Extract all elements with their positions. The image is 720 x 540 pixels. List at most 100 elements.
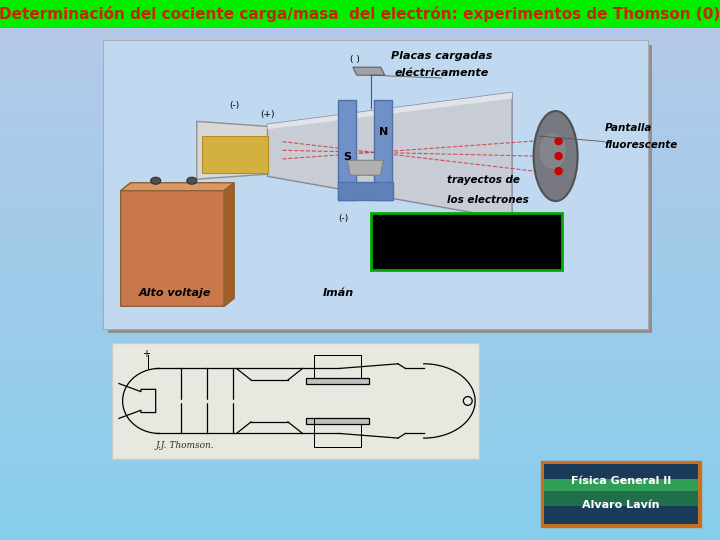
Text: J.J. Thomson.: J.J. Thomson. <box>156 441 215 450</box>
Text: trayectos de: trayectos de <box>447 175 520 185</box>
Text: eléctricamente: eléctricamente <box>395 68 489 78</box>
Bar <box>0 81 720 87</box>
Bar <box>0 47 720 54</box>
Text: S: S <box>343 152 351 163</box>
Bar <box>0 378 720 384</box>
Bar <box>0 102 720 108</box>
Bar <box>0 291 720 297</box>
Bar <box>0 351 720 357</box>
Bar <box>0 270 720 276</box>
Bar <box>371 213 562 270</box>
Bar <box>0 243 720 249</box>
Bar <box>0 74 720 81</box>
Text: Placas cargadas: Placas cargadas <box>391 51 492 60</box>
Bar <box>0 513 720 519</box>
Bar <box>0 330 720 338</box>
Bar <box>0 128 720 135</box>
Polygon shape <box>121 183 234 191</box>
Bar <box>0 317 720 324</box>
Text: Alvaro Lavín: Alvaro Lavín <box>582 500 660 510</box>
Text: (-): (-) <box>230 101 240 110</box>
Bar <box>0 156 720 162</box>
Bar <box>0 426 720 432</box>
Bar <box>0 230 720 237</box>
Bar <box>0 357 720 364</box>
Bar <box>0 195 720 202</box>
Bar <box>0 446 720 453</box>
Bar <box>0 303 720 310</box>
Bar <box>0 216 720 222</box>
Bar <box>104 40 648 329</box>
Bar <box>0 148 720 156</box>
Bar <box>0 384 720 391</box>
Bar <box>544 464 698 524</box>
Bar <box>541 461 701 527</box>
Bar <box>338 100 356 200</box>
Polygon shape <box>306 418 369 424</box>
Bar <box>0 526 720 534</box>
Polygon shape <box>306 378 369 383</box>
Bar <box>109 44 652 333</box>
Polygon shape <box>347 160 383 176</box>
Text: Pantalla: Pantalla <box>605 123 652 133</box>
Bar <box>0 54 720 60</box>
Bar <box>0 60 720 68</box>
Bar <box>0 297 720 303</box>
Bar <box>0 507 720 513</box>
Polygon shape <box>224 183 234 306</box>
Bar <box>0 453 720 459</box>
Bar <box>0 0 720 6</box>
Bar <box>0 183 720 189</box>
Bar <box>0 472 720 480</box>
Bar <box>0 465 720 472</box>
Ellipse shape <box>539 133 566 169</box>
Bar <box>0 176 720 183</box>
Bar <box>0 492 720 500</box>
Bar <box>0 202 720 209</box>
Bar <box>0 68 720 74</box>
Bar <box>0 33 720 40</box>
Text: ( ): ( ) <box>349 55 359 64</box>
Bar <box>0 432 720 438</box>
Text: fluorescente: fluorescente <box>605 140 678 150</box>
Ellipse shape <box>374 183 392 200</box>
Ellipse shape <box>150 177 161 184</box>
Bar <box>0 338 720 345</box>
Bar <box>0 115 720 122</box>
Text: N: N <box>379 127 388 137</box>
Bar <box>0 94 720 102</box>
Text: +: + <box>143 349 150 359</box>
Polygon shape <box>121 183 234 306</box>
Bar <box>0 249 720 256</box>
Bar <box>0 189 720 195</box>
Bar <box>0 108 720 115</box>
Ellipse shape <box>534 111 577 201</box>
Bar <box>112 343 479 459</box>
Polygon shape <box>353 67 384 75</box>
Text: (-): (-) <box>338 213 348 222</box>
Bar <box>0 411 720 418</box>
Text: Imán: Imán <box>323 288 354 298</box>
Bar <box>0 162 720 168</box>
Bar <box>0 256 720 263</box>
Bar <box>0 6 720 14</box>
Bar <box>0 459 720 465</box>
Bar <box>0 519 720 526</box>
Polygon shape <box>197 122 279 179</box>
Circle shape <box>555 167 562 174</box>
Bar <box>0 364 720 372</box>
Bar <box>0 284 720 291</box>
Bar <box>0 399 720 405</box>
Bar <box>338 183 393 200</box>
Bar <box>0 135 720 141</box>
Bar <box>104 40 648 329</box>
Bar <box>0 20 720 27</box>
Bar <box>0 141 720 149</box>
Bar <box>0 324 720 330</box>
Polygon shape <box>268 92 512 220</box>
Bar <box>0 27 720 33</box>
Bar <box>0 237 720 243</box>
Bar <box>0 534 720 540</box>
Bar <box>0 87 720 94</box>
Bar <box>0 438 720 445</box>
